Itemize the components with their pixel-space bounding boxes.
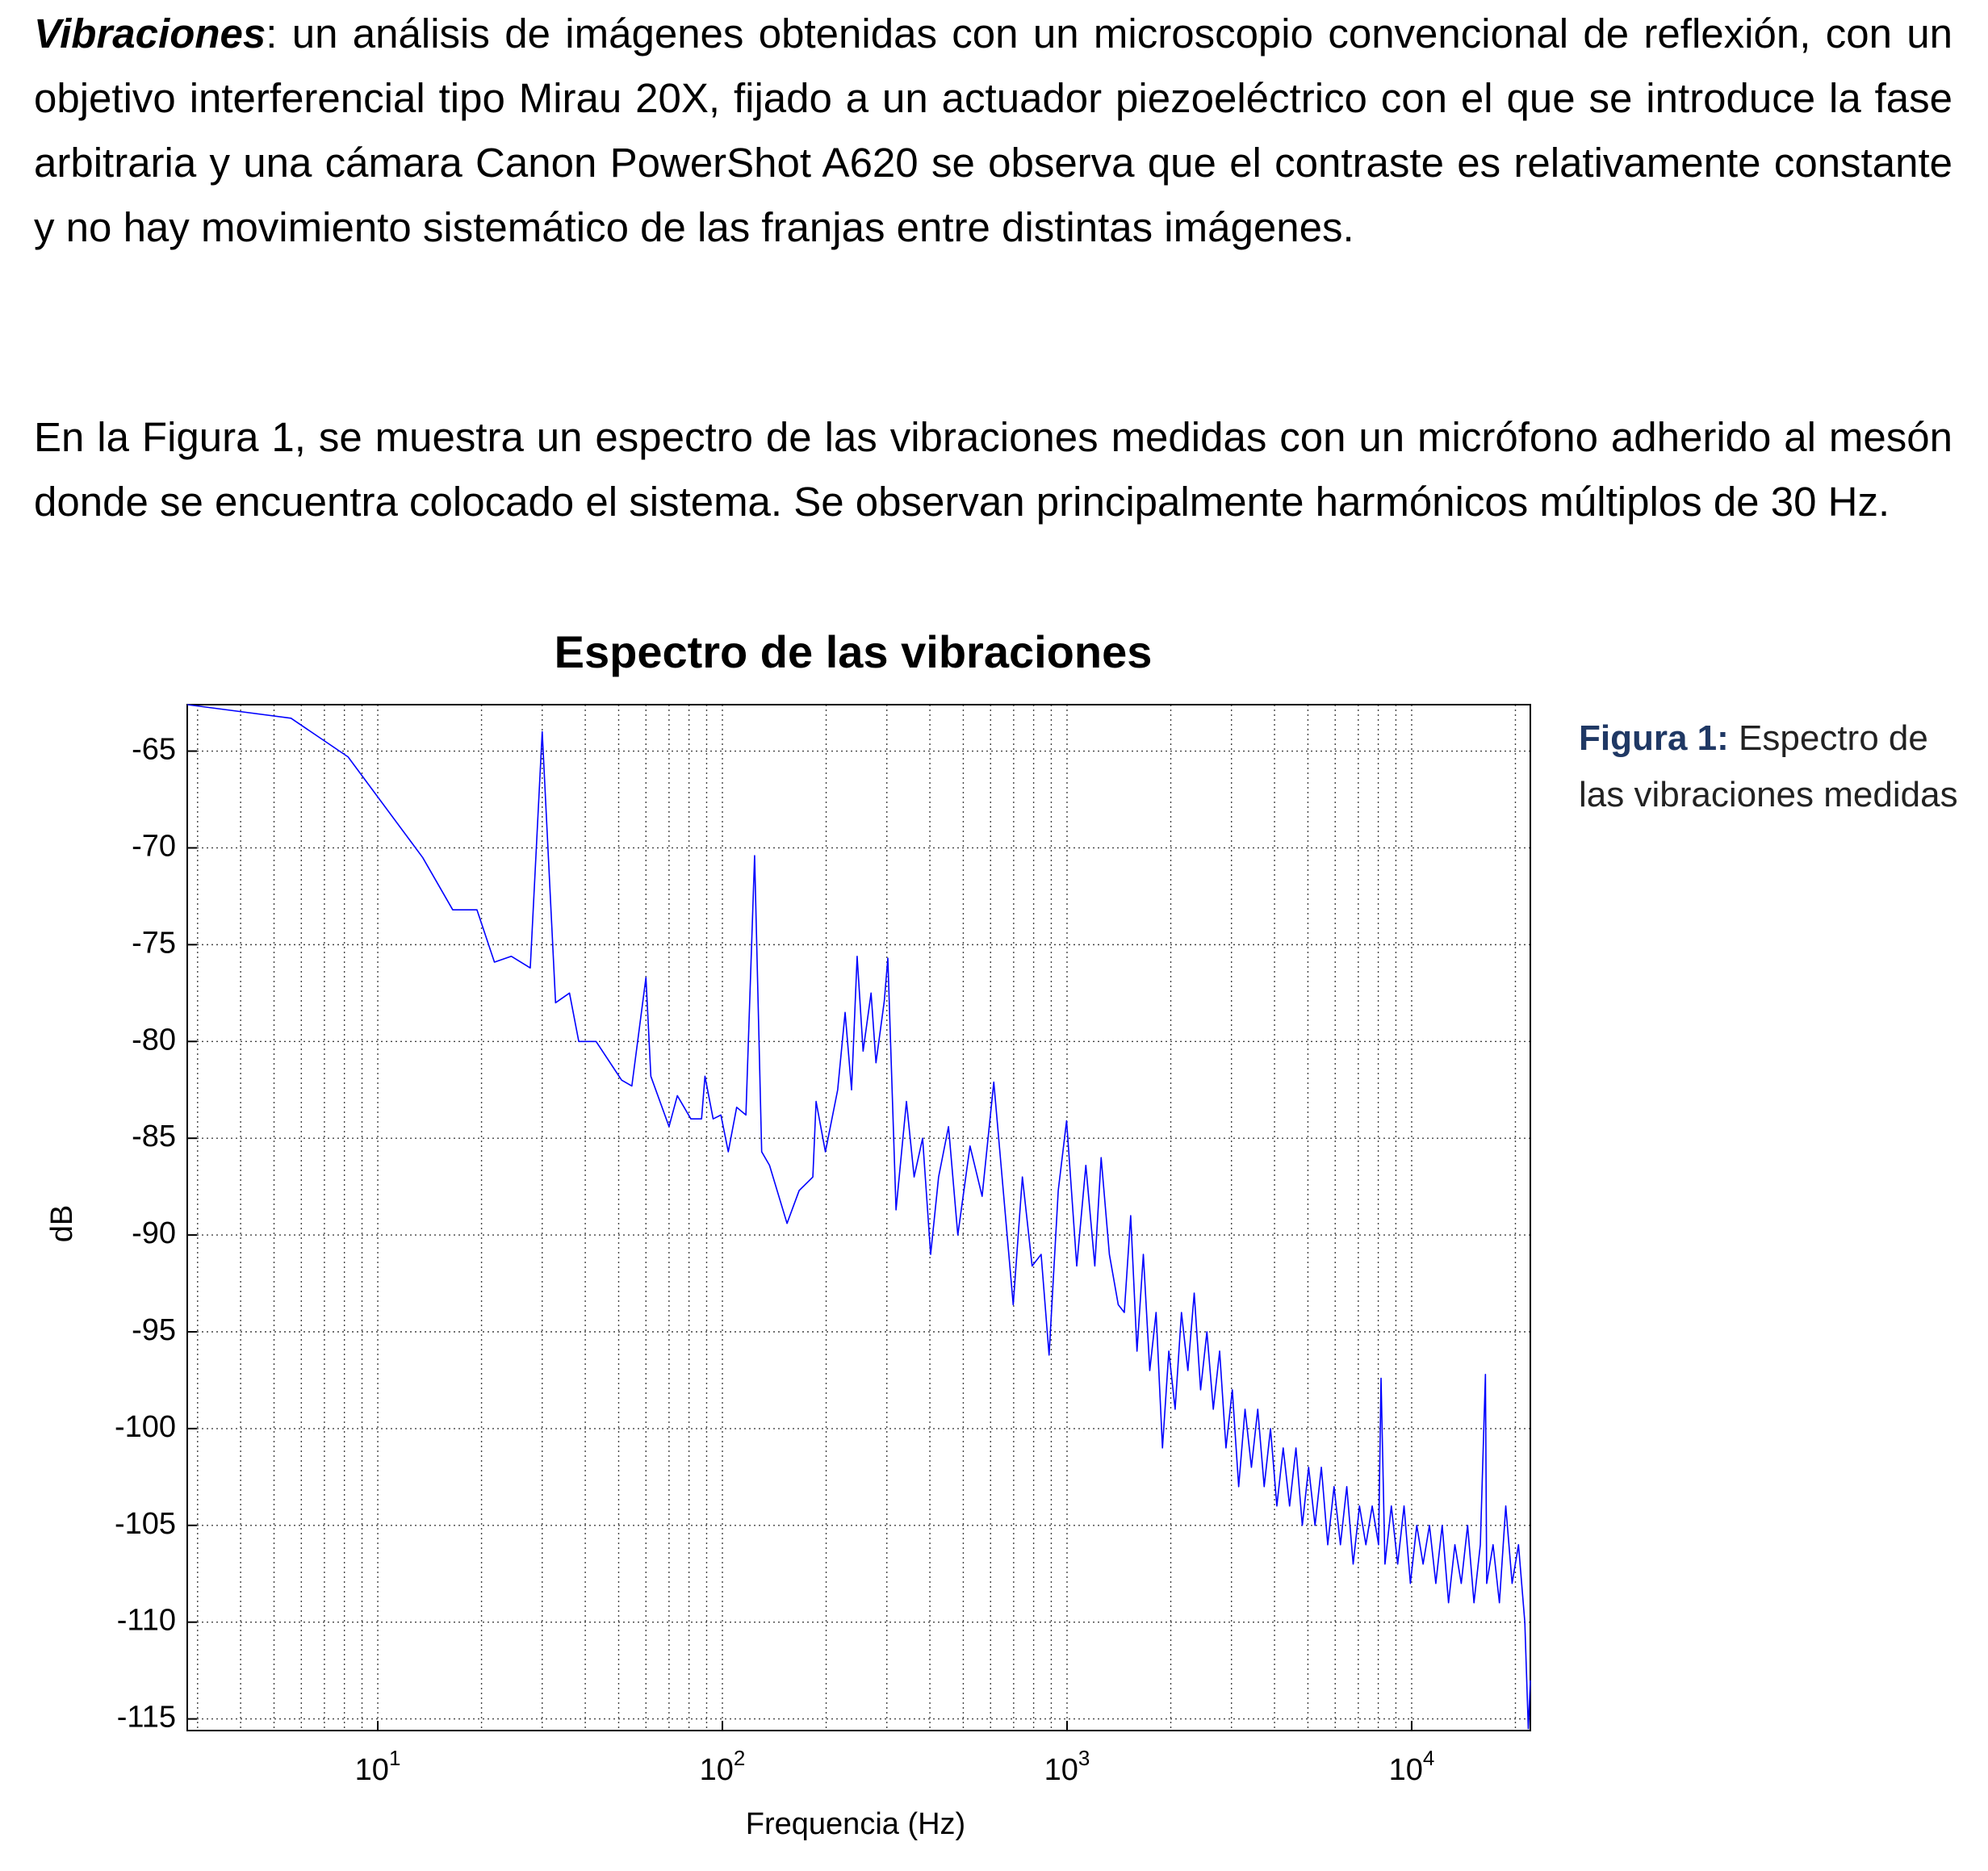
- y-tick-label: -80: [132, 1023, 176, 1057]
- x-tick-label: 102: [700, 1746, 746, 1787]
- x-tick-base: 10: [1044, 1753, 1078, 1787]
- y-tick-label: -95: [132, 1313, 176, 1347]
- y-tick-label: -75: [132, 926, 176, 960]
- x-tick-base: 10: [355, 1753, 389, 1787]
- y-tick-label: -85: [132, 1120, 176, 1153]
- y-tick-label: -105: [115, 1507, 176, 1541]
- spectrum-line: [186, 704, 1531, 1730]
- figure-caption: Figura 1: Espectro de las vibraciones me…: [1579, 710, 1958, 823]
- x-tick-label: 103: [1044, 1746, 1090, 1787]
- x-tick-base: 10: [700, 1753, 734, 1787]
- paragraph-text: : un análisis de imágenes obtenidas con …: [34, 10, 1952, 250]
- y-tick-label: -115: [117, 1701, 176, 1735]
- caption-label: Figura 1:: [1579, 718, 1729, 758]
- y-tick-label: -110: [117, 1604, 176, 1638]
- y-tick-label: -65: [132, 733, 176, 767]
- y-tick-label: -70: [132, 829, 176, 863]
- x-tick-label: 104: [1389, 1746, 1435, 1787]
- plot-frame: [186, 704, 1531, 1731]
- x-tick-exponent: 2: [734, 1746, 745, 1770]
- x-tick-label: 101: [355, 1746, 401, 1787]
- chart-title: Espectro de las vibraciones: [555, 626, 1153, 677]
- x-axis-label: Frequencia (Hz): [746, 1807, 965, 1841]
- x-tick-exponent: 1: [389, 1746, 400, 1770]
- x-tick-exponent: 3: [1078, 1746, 1090, 1770]
- x-tick-base: 10: [1389, 1753, 1423, 1787]
- y-tick-label: -100: [115, 1410, 176, 1444]
- paragraph: Vibraciones: un análisis de imágenes obt…: [34, 0, 1952, 260]
- paragraph: En la Figura 1, se muestra un espectro d…: [34, 405, 1952, 534]
- paragraph-text: En la Figura 1, se muestra un espectro d…: [34, 414, 1952, 525]
- caption-text: Espectro de las vibraciones medidas: [1579, 718, 1958, 814]
- x-tick-exponent: 4: [1423, 1746, 1434, 1770]
- paragraph-lead: Vibraciones: [34, 10, 266, 57]
- y-axis-label: dB: [45, 1205, 79, 1242]
- y-tick-label: -90: [132, 1216, 176, 1250]
- chart: Espectro de las vibraciones Frequencia (…: [45, 626, 1531, 1841]
